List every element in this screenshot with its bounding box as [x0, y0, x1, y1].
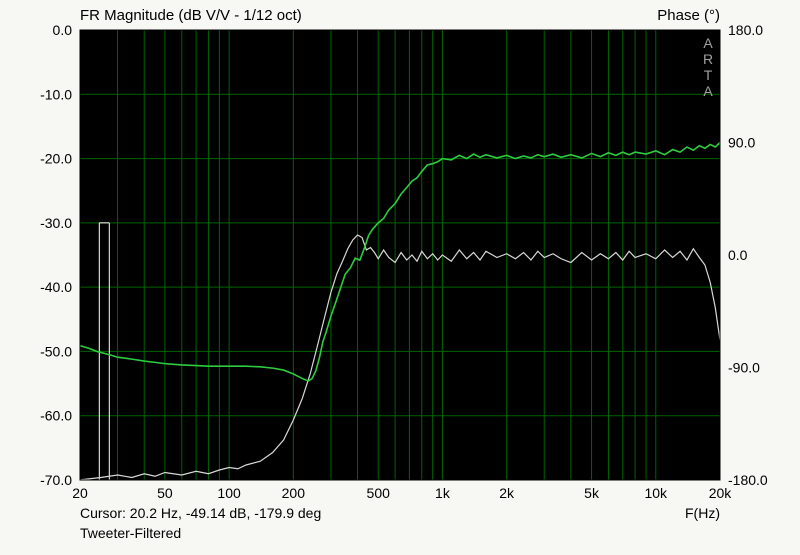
y-right-tick-label: -180.0 — [728, 472, 768, 488]
x-tick-label: 2k — [499, 485, 515, 501]
x-tick-label: 200 — [282, 485, 306, 501]
svg-text:R: R — [703, 51, 713, 67]
y-left-tick-label: -20.0 — [40, 151, 72, 167]
y-right-tick-label: 0.0 — [728, 247, 748, 263]
y-left-tick-label: -10.0 — [40, 86, 72, 102]
svg-text:T: T — [704, 67, 713, 83]
x-tick-label: 1k — [435, 485, 451, 501]
title-left: FR Magnitude (dB V/V - 1/12 oct) — [80, 7, 302, 24]
y-left-tick-label: -70.0 — [40, 472, 72, 488]
x-tick-label: 10k — [644, 485, 668, 501]
svg-text:A: A — [703, 35, 713, 51]
y-left-tick-label: 0.0 — [53, 22, 73, 38]
x-tick-label: 20 — [72, 485, 88, 501]
y-left-tick-label: -60.0 — [40, 408, 72, 424]
x-axis-label: F(Hz) — [685, 505, 720, 521]
trace-name: Tweeter-Filtered — [80, 525, 181, 541]
x-tick-label: 100 — [217, 485, 241, 501]
svg-text:A: A — [703, 83, 713, 99]
watermark: ARTA — [703, 35, 713, 99]
y-right-tick-label: 180.0 — [728, 22, 763, 38]
x-tick-label: 5k — [584, 485, 600, 501]
title-right: Phase (°) — [657, 7, 720, 24]
y-left-tick-label: -30.0 — [40, 215, 72, 231]
y-left-tick-label: -40.0 — [40, 279, 72, 295]
x-tick-label: 500 — [367, 485, 391, 501]
y-right-tick-label: 90.0 — [728, 135, 755, 151]
y-left-tick-label: -50.0 — [40, 343, 72, 359]
y-right-tick-label: -90.0 — [728, 360, 760, 376]
x-tick-label: 50 — [157, 485, 173, 501]
fr-chart: FR Magnitude (dB V/V - 1/12 oct) Phase (°… — [0, 0, 800, 555]
cursor-readout: Cursor: 20.2 Hz, -49.14 dB, -179.9 deg — [80, 505, 321, 521]
